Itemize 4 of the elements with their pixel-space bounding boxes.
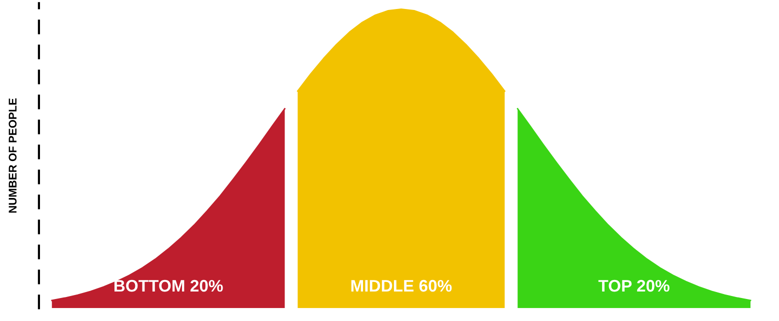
series-label: TOP 20% (598, 280, 670, 292)
y-axis-title: NUMBER OF PEOPLE (8, 98, 17, 213)
series-label: BOTTOM 20% (114, 280, 223, 292)
series-label: MIDDLE 60% (351, 280, 452, 292)
